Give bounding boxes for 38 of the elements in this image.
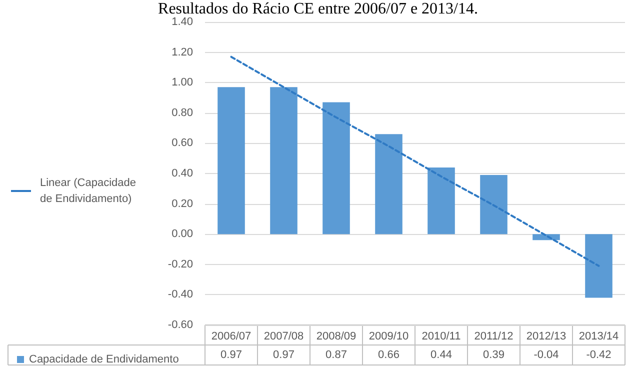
y-tick-label: -0.60	[168, 319, 193, 331]
data-label: 0.39	[483, 349, 504, 361]
x-tick-label: 2006/07	[211, 330, 252, 342]
data-label: -0.42	[586, 349, 612, 361]
y-tick-label: 0.20	[172, 198, 193, 210]
y-tick-label: 0.80	[172, 106, 193, 119]
data-label: 0.66	[378, 349, 400, 361]
x-tick-label: 2008/09	[316, 330, 356, 342]
legend-label: Capacidade de Endividamento	[29, 354, 179, 366]
x-tick-label: 2007/08	[264, 330, 304, 342]
x-tick-label: 2012/13	[526, 330, 566, 342]
y-tick-label: 1.40	[172, 16, 193, 28]
bar	[375, 134, 402, 234]
chart-title: Resultados do Rácio CE entre 2006/07 e 2013/14.	[158, 0, 478, 18]
data-label: 0.44	[430, 349, 452, 361]
data-label: 0.87	[326, 349, 347, 361]
bar	[428, 167, 455, 234]
data-label: 0.97	[220, 349, 242, 361]
data-label: 0.97	[273, 349, 294, 361]
x-tick-label: 2009/10	[368, 330, 409, 342]
bar	[218, 87, 245, 234]
x-tick-label: 2013/14	[578, 330, 619, 342]
line-series	[230, 56, 600, 267]
bar	[322, 102, 350, 234]
bar	[270, 87, 298, 234]
x-tick-label: 2011/12	[474, 330, 514, 342]
y-tick-label: -0.40	[168, 288, 193, 301]
y-tick-label: 0.00	[172, 228, 193, 240]
legend-label: Linear (Capacidade de Endividamento)	[40, 177, 136, 205]
y-tick-label: 1.20	[172, 46, 193, 58]
y-tick-label: 0.40	[172, 168, 193, 180]
bar	[585, 234, 612, 298]
x-tick-label: 2010/11	[422, 330, 461, 342]
data-label: -0.04	[534, 349, 559, 361]
y-tick-label: 0.60	[172, 137, 193, 150]
y-tick-label: 1.00	[172, 76, 193, 89]
bar	[480, 175, 508, 234]
y-tick-label: -0.20	[168, 258, 193, 270]
